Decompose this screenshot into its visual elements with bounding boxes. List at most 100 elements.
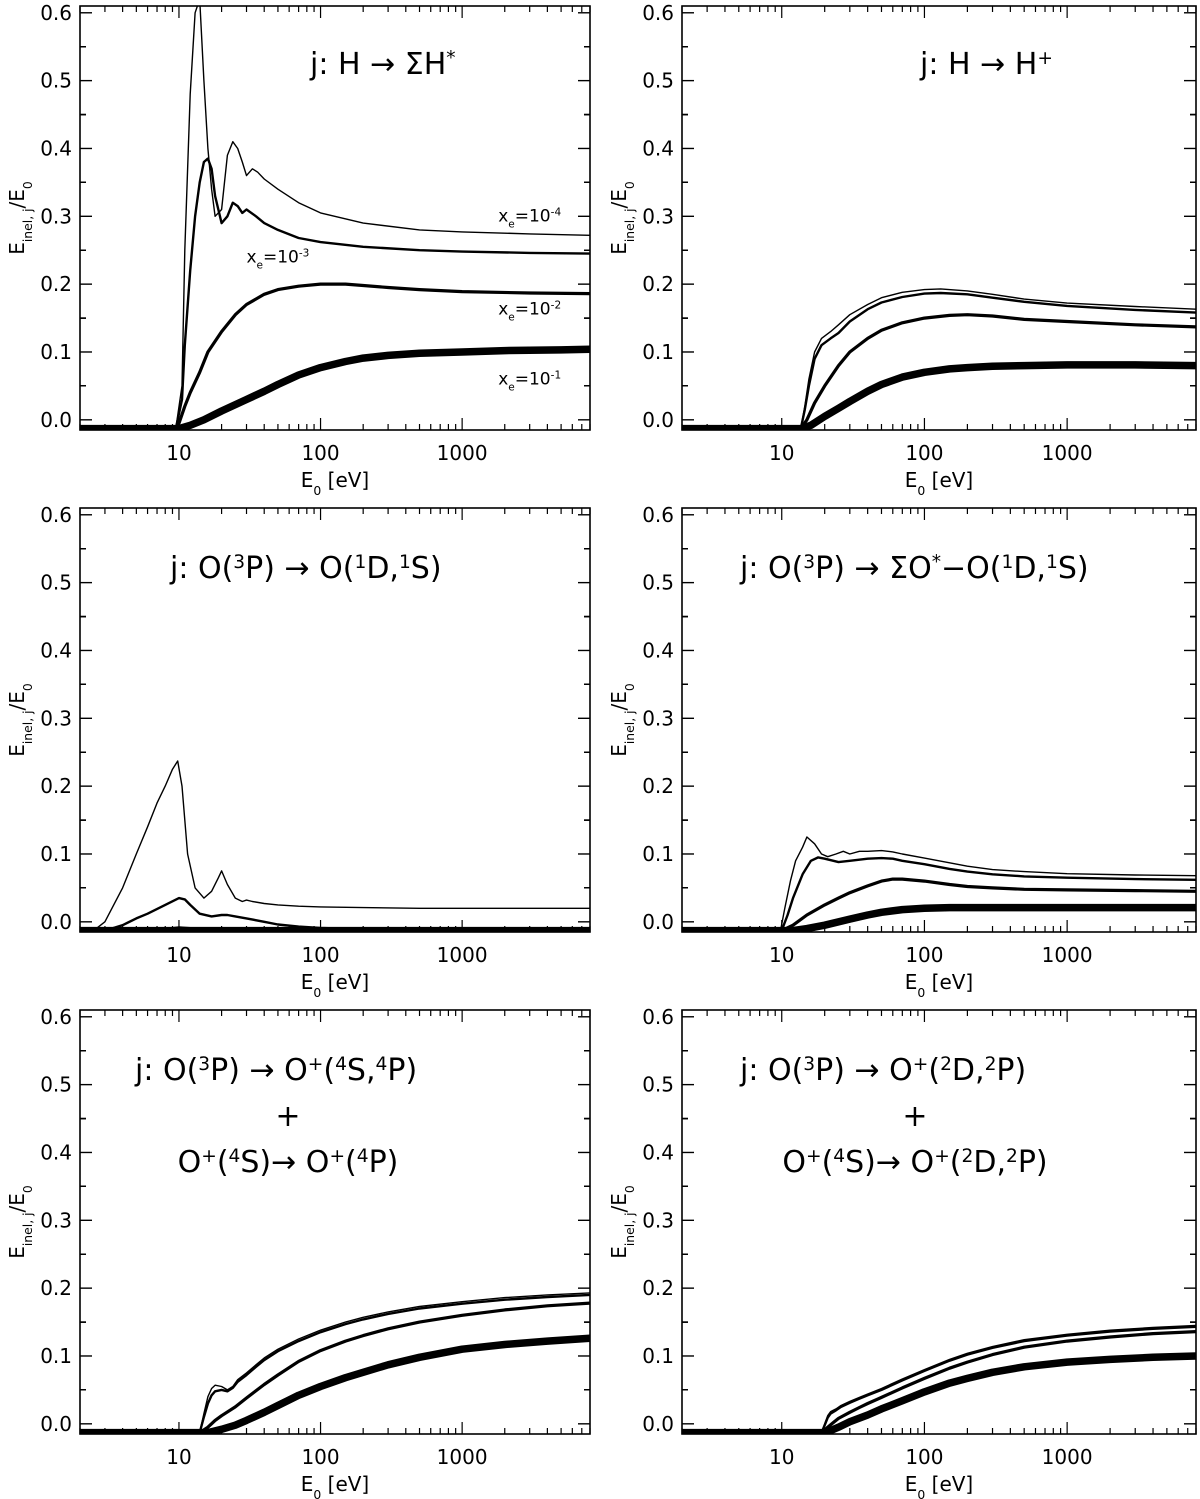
- plot-frame: [681, 5, 1197, 431]
- panel-title-line: +: [902, 1099, 927, 1134]
- series-line-xe-10-1: [80, 345, 590, 430]
- y-tick-label: 0.5: [40, 571, 72, 595]
- y-axis-label: Einel, j/E0: [607, 181, 637, 255]
- y-tick-label: 0.3: [40, 204, 72, 228]
- y-tick-label: 0.2: [40, 272, 72, 296]
- panel-6: 0.0 0.1 0.2 0.3 0.4 0.5 0.6 10 100 1000 E0 [eV] Ein…: [607, 1005, 1197, 1499]
- x-tick-label: 100: [905, 943, 943, 967]
- series-line-xe-10-3: [80, 1293, 590, 1434]
- plot-frame: [79, 507, 591, 933]
- y-axis-label: Einel, j/E0: [5, 683, 35, 757]
- series-group: [682, 1324, 1196, 1434]
- x-tick-label: 100: [905, 441, 943, 465]
- series-line-xe-10-3: [682, 1325, 1196, 1434]
- y-tick-label: 0.6: [40, 1005, 72, 1029]
- series-line-xe-10-3: [682, 856, 1196, 932]
- y-tick-label: 0.2: [40, 774, 72, 798]
- x-axis-label: E0 [eV]: [905, 1472, 973, 1499]
- series-line-xe-10-4: [682, 1324, 1196, 1434]
- series-line-xe-10-4: [682, 288, 1196, 430]
- x-tick-label: 10: [166, 441, 191, 465]
- panel-3: 0.0 0.1 0.2 0.3 0.4 0.5 0.6 10 100 1000 E0 [eV] Ein…: [5, 503, 591, 1000]
- y-axis-label: Einel, j/E0: [5, 181, 35, 255]
- y-tick-label: 0.2: [642, 272, 674, 296]
- y-tick-label: 0.6: [642, 503, 674, 527]
- plot-frame: [681, 1009, 1197, 1435]
- y-tick-label: 0.4: [40, 1140, 72, 1164]
- x-axis-label: E0 [eV]: [905, 970, 973, 1000]
- y-tick-label: 0.4: [642, 136, 674, 160]
- y-tick-label: 0.5: [642, 69, 674, 93]
- y-tick-label: 0.1: [40, 842, 72, 866]
- panel-title-line: j: H → H+: [919, 47, 1053, 82]
- panel-title-line: O+(4S)→ O+(2D,2P): [782, 1145, 1047, 1180]
- series-line-xe-10-1: [682, 1352, 1196, 1434]
- x-tick-label: 1000: [1042, 943, 1093, 967]
- x-tick-label: 1000: [1042, 1445, 1093, 1469]
- panel-title-line: j: O(3P) → ΣO*−O(1D,1S): [739, 551, 1089, 586]
- x-tick-label: 10: [769, 441, 794, 465]
- x-tick-label: 10: [769, 1445, 794, 1469]
- y-tick-label: 0.0: [642, 910, 674, 934]
- series-group: [682, 288, 1196, 430]
- x-tick-label: 10: [769, 943, 794, 967]
- x-tick-label: 1000: [437, 1445, 488, 1469]
- y-tick-label: 0.5: [40, 69, 72, 93]
- y-tick-label: 0.2: [642, 1276, 674, 1300]
- y-tick-label: 0.6: [40, 503, 72, 527]
- series-line-xe-10-4: [80, 6, 590, 430]
- y-tick-label: 0.5: [642, 571, 674, 595]
- x-tick-label: 100: [301, 441, 339, 465]
- series-line-xe-10-2: [682, 877, 1196, 932]
- y-tick-label: 0.1: [40, 340, 72, 364]
- y-tick-label: 0.4: [642, 1140, 674, 1164]
- y-tick-label: 0.0: [40, 910, 72, 934]
- panel-4: 0.0 0.1 0.2 0.3 0.4 0.5 0.6 10 100 1000 E0 [eV] Ein…: [607, 503, 1197, 1000]
- y-axis-label: Einel, j/E0: [607, 683, 637, 757]
- series-annotation: xe=10-4: [498, 207, 561, 231]
- y-tick-label: 0.2: [40, 1276, 72, 1300]
- y-tick-label: 0.6: [642, 1, 674, 25]
- panel-title-line: j: O(3P) → O(1D,1S): [169, 551, 442, 586]
- y-tick-label: 0.4: [642, 638, 674, 662]
- x-tick-label: 1000: [437, 943, 488, 967]
- y-tick-label: 0.1: [40, 1344, 72, 1368]
- series-line-xe-10-1: [682, 361, 1196, 430]
- y-tick-label: 0.1: [642, 340, 674, 364]
- x-tick-label: 1000: [437, 441, 488, 465]
- panel-title-line: j: H → ΣH*: [309, 47, 456, 82]
- x-tick-label: 1000: [1042, 441, 1093, 465]
- y-tick-label: 0.0: [642, 1412, 674, 1436]
- y-tick-label: 0.3: [642, 706, 674, 730]
- y-tick-label: 0.3: [40, 1208, 72, 1232]
- y-tick-label: 0.3: [40, 706, 72, 730]
- y-tick-label: 0.5: [40, 1073, 72, 1097]
- series-line-xe-10-2: [682, 1330, 1196, 1434]
- panel-title-line: j: O(3P) → O+(4S,4P): [134, 1053, 417, 1088]
- y-tick-label: 0.1: [642, 1344, 674, 1368]
- x-tick-label: 100: [301, 1445, 339, 1469]
- x-tick-label: 100: [301, 943, 339, 967]
- y-tick-label: 0.0: [40, 1412, 72, 1436]
- series-line-xe-10-4: [80, 760, 590, 932]
- series-annotation: xe=10-2: [498, 300, 561, 324]
- y-tick-label: 0.3: [642, 1208, 674, 1232]
- series-line-xe-10-3: [80, 896, 590, 932]
- series-line-xe-10-2: [682, 313, 1196, 430]
- panel-1: 0.0 0.1 0.2 0.3 0.4 0.5 0.6 10 100 1000 E0 [eV] Ein…: [5, 1, 591, 498]
- series-line-xe-10-3: [80, 157, 590, 430]
- series-line-xe-10-2: [80, 1301, 590, 1434]
- x-axis-label: E0 [eV]: [301, 1472, 369, 1499]
- x-tick-label: 100: [905, 1445, 943, 1469]
- series-annotation: xe=10-3: [246, 247, 309, 271]
- series-line-xe-10-4: [682, 836, 1196, 932]
- plot-frame: [79, 5, 591, 431]
- panel-2: 0.0 0.1 0.2 0.3 0.4 0.5 0.6 10 100 1000 E0 [eV] Ein…: [607, 1, 1197, 498]
- x-axis-label: E0 [eV]: [301, 970, 369, 1000]
- series-annotation: xe=10-1: [498, 370, 561, 394]
- y-tick-label: 0.2: [642, 774, 674, 798]
- y-tick-label: 0.3: [642, 204, 674, 228]
- y-tick-label: 0.5: [642, 1073, 674, 1097]
- y-tick-label: 0.0: [40, 408, 72, 432]
- series-line-xe-10-3: [682, 291, 1196, 430]
